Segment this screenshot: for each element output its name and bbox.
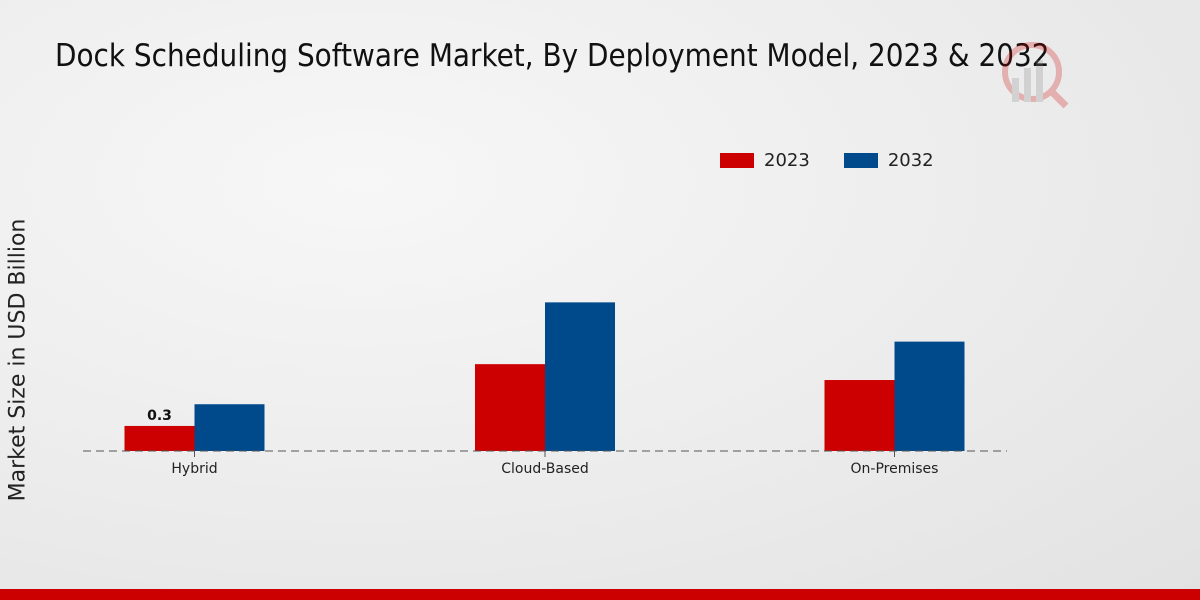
legend-swatch-2023 <box>720 153 754 168</box>
x-tick-label: Cloud-Based <box>501 461 589 477</box>
legend-item-2032: 2032 <box>843 150 934 171</box>
legend-label-2023: 2023 <box>764 150 810 171</box>
bar-2032-hybrid <box>194 404 265 451</box>
chart-title: Dock Scheduling Software Market, By Depl… <box>55 38 1050 74</box>
watermark-logo <box>1002 42 1069 109</box>
legend-item-2023: 2023 <box>720 150 810 171</box>
bar-2032-cloud-based <box>545 302 615 451</box>
footer-bar <box>0 589 1200 600</box>
bar-2032-on-premises <box>894 341 965 451</box>
bar-2023-on-premises <box>824 380 895 451</box>
x-tick-label: Hybrid <box>171 461 217 477</box>
bar-2023-cloud-based <box>475 364 545 451</box>
legend-swatch-2032 <box>843 153 878 168</box>
bar-2023-hybrid <box>124 425 195 451</box>
data-label: 0.3 <box>147 408 172 424</box>
x-tick-label: On-Premises <box>851 461 939 477</box>
legend: 2023 2032 <box>720 150 934 171</box>
legend-label-2032: 2032 <box>887 150 934 171</box>
